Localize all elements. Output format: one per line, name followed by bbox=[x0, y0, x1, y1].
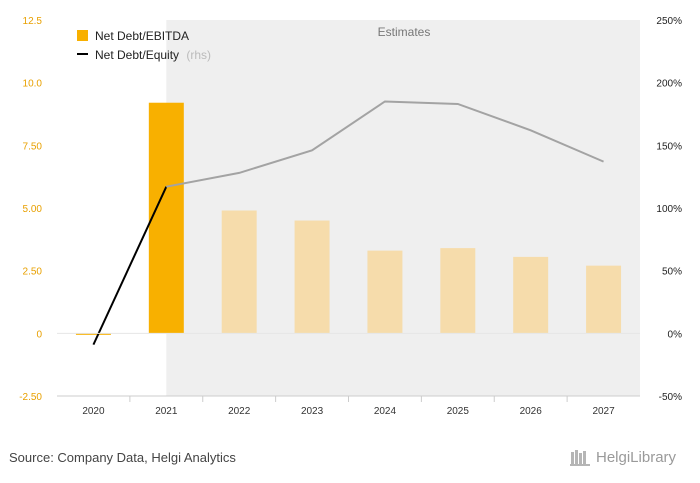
y-right-tick: 50% bbox=[662, 267, 682, 278]
y-right-tick: 100% bbox=[656, 204, 682, 215]
y-right-tick: 150% bbox=[656, 141, 682, 152]
y-left-tick: 5.00 bbox=[23, 204, 43, 215]
line-net-debt-equity-estimate bbox=[166, 100, 604, 188]
x-tick-label: 2023 bbox=[301, 406, 324, 417]
y-right-tick: 250% bbox=[656, 16, 682, 27]
brand-name: HelgiLibrary bbox=[596, 448, 677, 466]
x-tick-label: 2025 bbox=[447, 406, 470, 417]
x-tick-label: 2021 bbox=[155, 406, 178, 417]
y-left-tick: 7.50 bbox=[23, 141, 43, 152]
y-left-tick: 0 bbox=[36, 329, 42, 340]
x-tick-label: 2020 bbox=[82, 406, 105, 417]
estimates-label: Estimates bbox=[378, 25, 431, 39]
legend-swatch-net-debt-ebitda bbox=[77, 30, 88, 41]
bar-2020 bbox=[75, 333, 111, 335]
bar-2022 bbox=[221, 210, 257, 334]
x-tick-label: 2027 bbox=[592, 406, 615, 417]
svg-text:Net Debt/Equity (rhs): Net Debt/Equity (rhs) bbox=[95, 48, 211, 62]
bar-2026 bbox=[513, 256, 549, 334]
bar-2021 bbox=[148, 102, 184, 334]
legend-label-net-debt-ebitda: Net Debt/EBITDA bbox=[95, 29, 189, 43]
y-right-tick: -50% bbox=[659, 392, 682, 403]
y-left-tick: 2.50 bbox=[23, 267, 43, 278]
library-icon bbox=[570, 450, 590, 466]
chart: 12.5 10.0 7.50 5.00 2.50 0 -2.50 250% 200% 150% 1… bbox=[19, 16, 683, 417]
x-tick-label: 2022 bbox=[228, 406, 251, 417]
bar-2023 bbox=[294, 220, 330, 334]
y-right-tick: 0% bbox=[668, 329, 683, 340]
legend-rhs-label: (rhs) bbox=[186, 48, 211, 62]
legend-label-net-debt-equity: Net Debt/Equity bbox=[95, 48, 179, 62]
y-left-tick: -2.50 bbox=[19, 392, 42, 403]
y-left-tick: 10.0 bbox=[23, 79, 43, 90]
brand-logo: HelgiLibrary bbox=[570, 448, 676, 466]
line-net-debt-equity-actual bbox=[92, 186, 168, 346]
legend: Net Debt/EBITDA Net Debt/Equity (rhs) bbox=[77, 29, 211, 62]
bar-2027 bbox=[586, 265, 622, 334]
bar-2025 bbox=[440, 248, 476, 334]
x-tick-label: 2024 bbox=[374, 406, 397, 417]
source-note: Source: Company Data, Helgi Analytics bbox=[9, 450, 236, 465]
estimates-band bbox=[166, 20, 640, 396]
y-right-tick: 200% bbox=[656, 79, 682, 90]
y-left-tick: 12.5 bbox=[23, 16, 43, 27]
bar-2024 bbox=[367, 250, 403, 334]
x-tick-label: 2026 bbox=[520, 406, 543, 417]
